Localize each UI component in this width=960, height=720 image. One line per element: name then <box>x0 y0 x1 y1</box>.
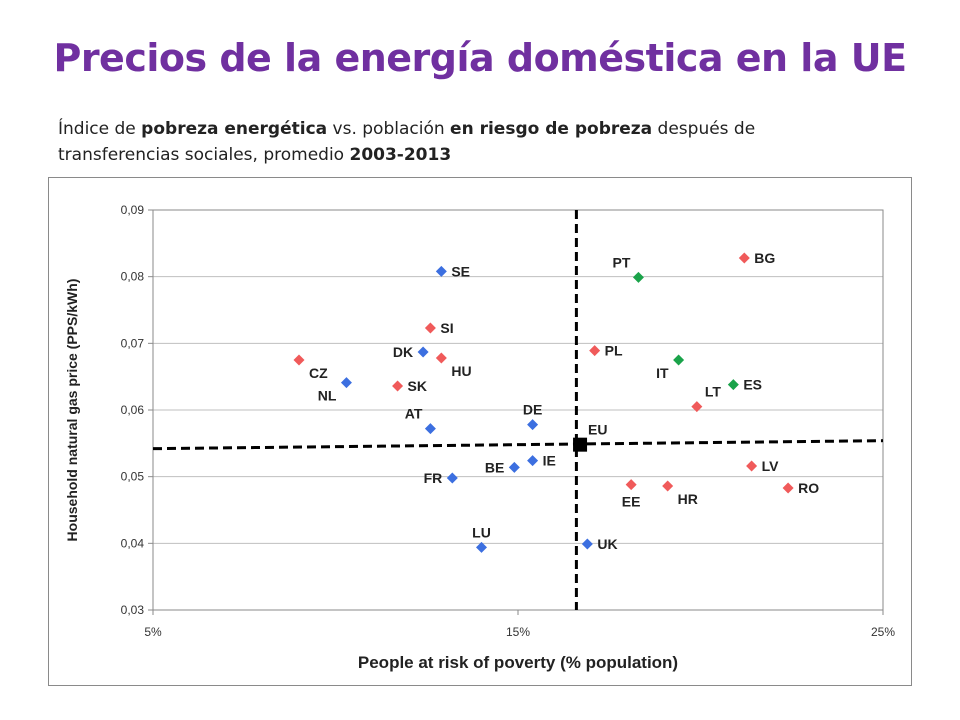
y-tick-label: 0,08 <box>121 270 145 284</box>
subtitle-part-2: vs. población <box>327 119 451 139</box>
point-marker-hu <box>435 352 447 364</box>
x-tick-label: 15% <box>506 625 530 639</box>
point-marker-es <box>727 379 739 391</box>
point-label-lv: LV <box>762 458 780 474</box>
scatter-chart: 0,03 0,04 0,05 0,06 0,07 0,08 0,09 5% 15% 25% SE D… <box>64 203 896 672</box>
x-tick-label: 5% <box>144 625 162 639</box>
point-marker-pt <box>632 271 644 283</box>
point-marker-nl <box>340 377 352 389</box>
point-marker-ro <box>782 482 794 494</box>
point-marker-ee <box>625 479 637 491</box>
point-label-hr: HR <box>678 491 698 507</box>
subtitle-part-1: Índice de <box>58 119 142 139</box>
point-label-at: AT <box>405 406 423 422</box>
point-label-cz: CZ <box>309 365 328 381</box>
point-marker-se <box>435 265 447 277</box>
point-marker-fr <box>446 472 458 484</box>
subtitle-part-3: después de transferencias sociales, prom… <box>58 119 756 165</box>
point-marker-si <box>424 322 436 334</box>
point-label-fr: FR <box>424 470 443 486</box>
point-label-de: DE <box>523 402 542 418</box>
point-label-hu: HU <box>451 363 471 379</box>
point-label-se: SE <box>451 263 470 279</box>
y-axis-label: Household natural gas price (PPS/kWh) <box>64 279 80 542</box>
subtitle-bold-3: 2003-2013 <box>349 145 452 165</box>
point-marker-sk <box>392 380 404 392</box>
point-label-it: IT <box>656 365 669 381</box>
subtitle-bold-1: pobreza energética <box>141 119 328 139</box>
point-marker-de <box>527 419 539 431</box>
horizontal-reference-line <box>152 439 884 451</box>
x-axis-label: People at risk of poverty (% population) <box>358 653 678 672</box>
data-points: SE DK NL AT DE IE BE FR LU UK SI CZ HU SK PL LT LV RO EE HR… <box>293 250 819 553</box>
point-marker-dk <box>417 346 429 358</box>
point-marker-lu <box>476 541 487 553</box>
slide-title: Precios de la energía doméstica en la UE <box>53 36 907 80</box>
point-label-pl: PL <box>605 343 623 359</box>
point-label-lu: LU <box>472 524 491 540</box>
subtitle-bold-2: en riesgo de pobreza <box>450 119 653 139</box>
point-label-si: SI <box>440 320 453 336</box>
point-marker-lv <box>746 460 758 472</box>
point-label-ro: RO <box>798 480 819 496</box>
y-tick-label: 0,05 <box>121 470 145 484</box>
point-label-uk: UK <box>597 536 617 552</box>
x-tick-label: 25% <box>871 625 895 639</box>
point-marker-eu <box>573 437 588 452</box>
axis-ticks: 0,03 0,04 0,05 0,06 0,07 0,08 0,09 5% 15% 25% <box>121 203 896 639</box>
point-marker-cz <box>293 354 305 366</box>
y-tick-label: 0,06 <box>121 403 145 417</box>
y-tick-label: 0,03 <box>121 603 145 617</box>
point-label-nl: NL <box>318 388 337 404</box>
point-marker-lt <box>691 401 703 413</box>
point-label-es: ES <box>743 377 762 393</box>
point-label-pt: PT <box>613 254 631 270</box>
point-marker-at <box>424 423 436 435</box>
point-label-eu: EU <box>588 422 607 438</box>
y-tick-label: 0,04 <box>121 536 145 550</box>
point-marker-uk <box>581 538 593 550</box>
point-marker-ie <box>527 455 539 467</box>
point-marker-pl <box>589 345 601 357</box>
chart-subtitle: Índice de pobreza energética vs. poblaci… <box>58 116 858 168</box>
point-label-be: BE <box>485 459 504 475</box>
y-tick-label: 0,07 <box>121 336 145 350</box>
point-marker-hr <box>662 480 674 492</box>
point-label-lt: LT <box>705 384 722 400</box>
gridlines <box>153 209 883 611</box>
y-tick-label: 0,09 <box>121 203 145 217</box>
chart-frame: 0,03 0,04 0,05 0,06 0,07 0,08 0,09 5% 15% 25% SE D… <box>48 177 912 686</box>
point-marker-be <box>508 461 520 473</box>
point-label-ee: EE <box>622 494 641 510</box>
point-label-sk: SK <box>408 378 427 394</box>
point-label-ie: IE <box>543 453 556 469</box>
reference-lines <box>152 210 884 610</box>
point-marker-it <box>673 354 685 366</box>
point-label-bg: BG <box>754 250 775 266</box>
point-marker-bg <box>738 252 750 264</box>
point-label-dk: DK <box>393 344 413 360</box>
